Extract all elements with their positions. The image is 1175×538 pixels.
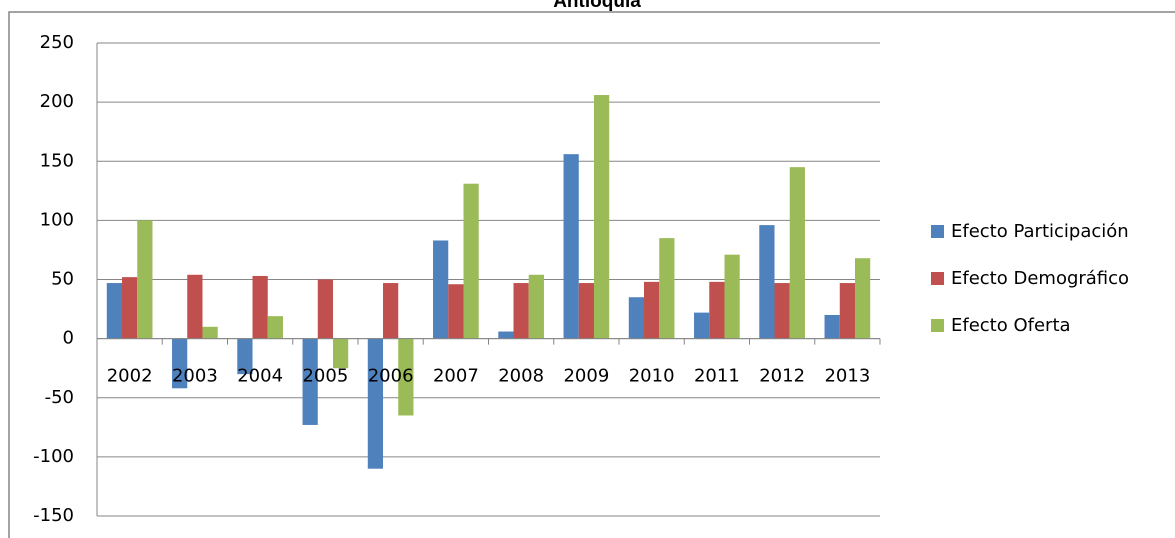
bar xyxy=(498,331,514,339)
bar xyxy=(854,258,871,339)
bar xyxy=(267,316,283,339)
bar xyxy=(824,314,840,339)
bar xyxy=(659,238,675,339)
chart-title: Antioquia xyxy=(553,0,641,12)
bar xyxy=(789,167,805,339)
bar xyxy=(302,338,318,425)
bar xyxy=(724,254,740,339)
legend-swatch xyxy=(931,319,944,332)
bar xyxy=(448,284,464,339)
bar xyxy=(367,338,384,469)
y-tick-label: 0 xyxy=(63,328,74,349)
y-tick-label: -50 xyxy=(45,387,74,408)
chart-frame xyxy=(8,11,1175,538)
x-tick-label: 2008 xyxy=(498,366,544,387)
bar xyxy=(106,283,123,339)
bar xyxy=(694,312,710,339)
legend-swatch xyxy=(931,225,944,238)
bar xyxy=(709,281,725,339)
x-tick-label: 2007 xyxy=(433,366,479,387)
x-tick-label: 2003 xyxy=(172,366,218,387)
bar xyxy=(237,338,253,375)
x-tick-label: 2004 xyxy=(237,366,283,387)
x-tick-label: 2002 xyxy=(107,366,153,387)
bar xyxy=(463,183,479,339)
bar xyxy=(202,326,218,339)
x-tick-label: 2009 xyxy=(563,366,609,387)
legend-swatch xyxy=(931,272,944,285)
bar xyxy=(644,281,660,339)
bar xyxy=(172,338,188,389)
y-tick-label: 200 xyxy=(40,91,74,112)
bar xyxy=(383,283,399,339)
bar xyxy=(187,274,203,339)
bar xyxy=(332,338,349,369)
y-tick-label: -100 xyxy=(33,446,74,467)
x-tick-label: 2005 xyxy=(302,366,348,387)
x-tick-label: 2012 xyxy=(759,366,805,387)
bar xyxy=(578,283,594,339)
bar xyxy=(774,283,790,339)
x-tick-label: 2010 xyxy=(629,366,675,387)
x-tick-label: 2013 xyxy=(824,366,870,387)
bar xyxy=(122,277,138,339)
bar xyxy=(433,240,449,339)
legend-label: Efecto Participación xyxy=(951,221,1129,242)
y-tick-label: -150 xyxy=(33,505,74,526)
bar xyxy=(137,220,153,339)
legend-label: Efecto Oferta xyxy=(951,315,1071,336)
bar xyxy=(839,283,855,339)
bar xyxy=(563,154,579,339)
y-tick-label: 150 xyxy=(40,150,74,171)
y-tick-label: 100 xyxy=(40,209,74,230)
y-tick-label: 50 xyxy=(51,269,74,290)
bar xyxy=(513,283,529,339)
legend-label: Efecto Demográfico xyxy=(951,268,1129,289)
x-tick-label: 2006 xyxy=(368,366,414,387)
bar xyxy=(252,275,268,339)
bar xyxy=(398,338,414,416)
bar xyxy=(317,279,333,339)
bar xyxy=(759,225,775,339)
y-tick-label: 250 xyxy=(40,32,74,53)
bar xyxy=(528,274,544,339)
bar xyxy=(628,297,645,339)
x-tick-label: 2011 xyxy=(694,366,740,387)
bar xyxy=(593,95,610,339)
